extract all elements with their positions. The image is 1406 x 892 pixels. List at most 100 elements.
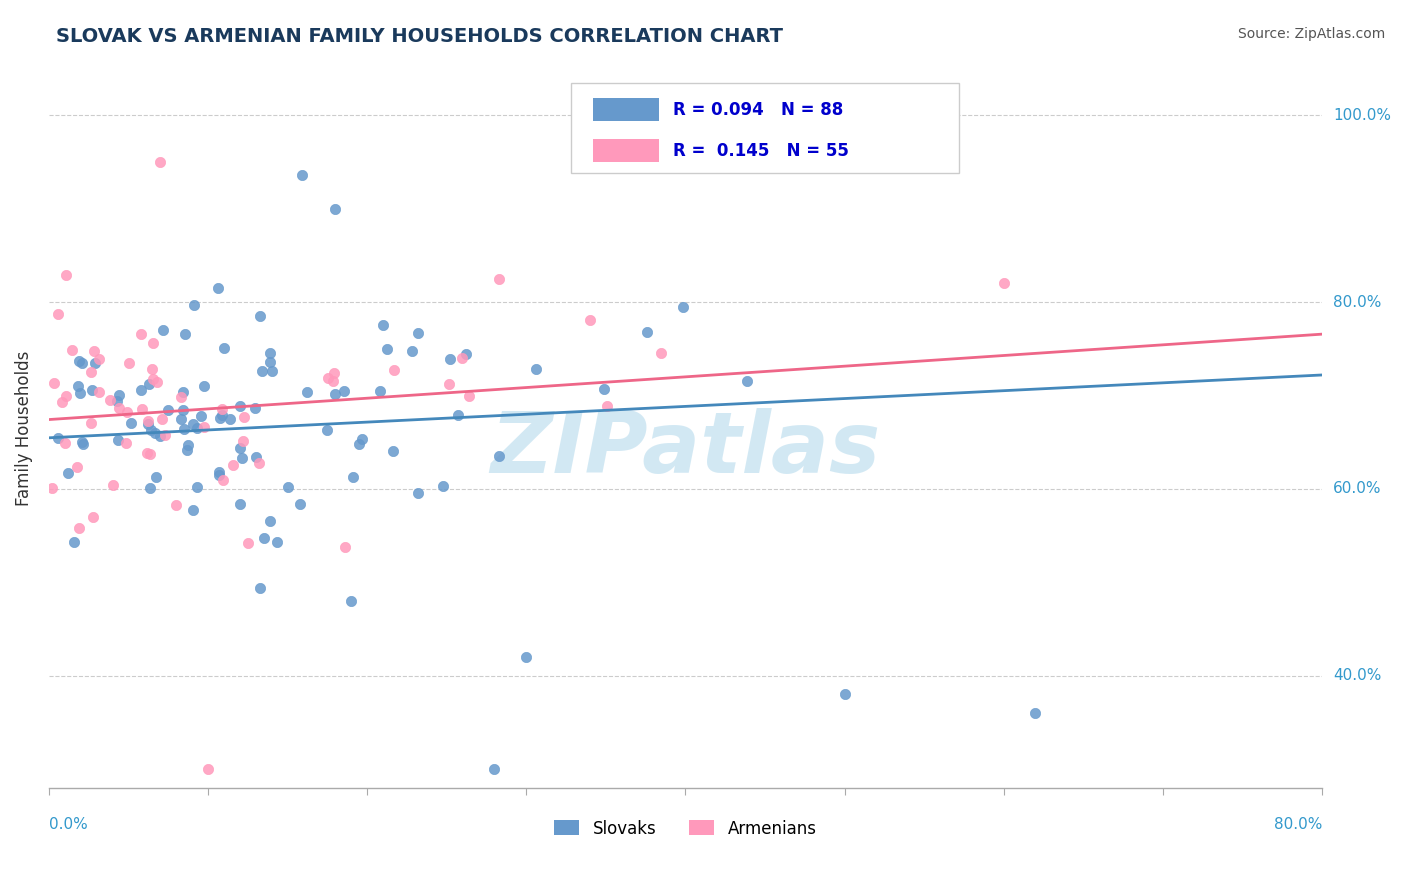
- Point: [70, 435, 93, 450]
- Point: [51, 394, 73, 409]
- Point: [165, 498, 187, 512]
- Point: [323, 366, 346, 380]
- Point: [42, 376, 65, 390]
- Point: [247, 456, 270, 470]
- FancyBboxPatch shape: [571, 83, 959, 173]
- Point: [231, 451, 253, 466]
- Point: [129, 326, 152, 341]
- Text: R =  0.145   N = 55: R = 0.145 N = 55: [672, 142, 849, 160]
- Point: [295, 385, 318, 400]
- Point: [672, 300, 695, 314]
- Point: [136, 446, 159, 460]
- Point: [142, 335, 165, 350]
- Point: [593, 382, 616, 396]
- Point: [222, 458, 245, 472]
- Point: [129, 383, 152, 397]
- FancyBboxPatch shape: [592, 139, 658, 162]
- Point: [259, 346, 281, 360]
- Point: [259, 515, 281, 529]
- Point: [115, 436, 138, 450]
- Point: [131, 402, 153, 417]
- Point: [67, 378, 90, 392]
- Point: [259, 355, 281, 369]
- Point: [650, 345, 672, 359]
- Point: [451, 351, 474, 365]
- Point: [105, 394, 128, 409]
- Point: [183, 502, 205, 516]
- Point: [98, 393, 121, 408]
- Point: [172, 384, 194, 399]
- Point: [219, 412, 242, 426]
- Point: [524, 361, 547, 376]
- Point: [101, 477, 124, 491]
- Point: [55, 268, 77, 282]
- Point: [208, 465, 231, 479]
- Point: [243, 401, 266, 415]
- Point: [79, 365, 101, 379]
- Point: [41, 481, 63, 495]
- Point: [290, 497, 312, 511]
- Point: [46, 307, 69, 321]
- Point: [193, 378, 215, 392]
- Point: [488, 272, 510, 286]
- Point: [229, 497, 252, 511]
- Point: [291, 168, 314, 182]
- Point: [83, 344, 105, 359]
- Point: [72, 437, 94, 451]
- Point: [170, 412, 193, 426]
- Point: [515, 650, 537, 665]
- Point: [229, 399, 252, 413]
- Point: [340, 594, 363, 608]
- Text: Source: ZipAtlas.com: Source: ZipAtlas.com: [1237, 27, 1385, 41]
- Point: [115, 405, 138, 419]
- Point: [193, 420, 215, 434]
- Point: [174, 327, 197, 342]
- Point: [183, 297, 205, 311]
- Point: [236, 536, 259, 550]
- Y-axis label: Family Households: Family Households: [15, 351, 32, 506]
- Point: [381, 443, 404, 458]
- Point: [149, 155, 172, 169]
- Point: [457, 389, 479, 403]
- Point: [141, 361, 163, 376]
- Point: [484, 762, 506, 776]
- Point: [245, 450, 267, 464]
- Point: [138, 481, 160, 495]
- Text: 80.0%: 80.0%: [1333, 294, 1381, 310]
- Text: 0.0%: 0.0%: [49, 816, 87, 831]
- Point: [834, 687, 856, 701]
- Point: [186, 480, 208, 494]
- Point: [53, 435, 76, 450]
- Point: [145, 470, 167, 484]
- Point: [80, 416, 103, 430]
- Text: 100.0%: 100.0%: [1333, 108, 1391, 123]
- Point: [155, 428, 177, 442]
- Point: [352, 432, 374, 446]
- Point: [177, 438, 200, 452]
- Point: [136, 417, 159, 431]
- Point: [82, 509, 104, 524]
- Point: [277, 480, 299, 494]
- Point: [66, 459, 89, 474]
- Point: [60, 343, 83, 358]
- Point: [87, 352, 110, 367]
- Point: [46, 431, 69, 445]
- Point: [266, 534, 288, 549]
- Point: [117, 355, 139, 369]
- Point: [67, 521, 90, 535]
- Point: [190, 409, 212, 424]
- Point: [636, 326, 658, 340]
- Text: SLOVAK VS ARMENIAN FAMILY HOUSEHOLDS CORRELATION CHART: SLOVAK VS ARMENIAN FAMILY HOUSEHOLDS COR…: [56, 27, 783, 45]
- Point: [342, 470, 364, 484]
- Point: [371, 318, 394, 332]
- Legend: Slovaks, Armenians: Slovaks, Armenians: [547, 813, 824, 844]
- Point: [325, 387, 347, 401]
- Point: [456, 347, 478, 361]
- Point: [142, 372, 165, 386]
- Text: R = 0.094   N = 88: R = 0.094 N = 88: [672, 101, 844, 119]
- Point: [139, 446, 162, 460]
- Point: [107, 433, 129, 447]
- Point: [401, 344, 423, 359]
- Point: [439, 351, 461, 366]
- Point: [333, 384, 356, 399]
